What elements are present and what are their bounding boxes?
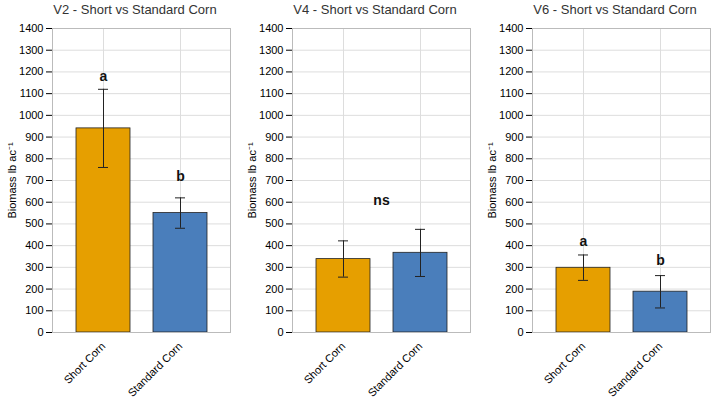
svg-text:1400: 1400 <box>499 22 523 34</box>
svg-text:500: 500 <box>265 217 283 229</box>
svg-text:ns: ns <box>373 192 390 208</box>
svg-text:800: 800 <box>25 152 43 164</box>
svg-text:700: 700 <box>265 174 283 186</box>
svg-text:1300: 1300 <box>499 44 523 56</box>
svg-text:a: a <box>100 68 108 84</box>
svg-text:1000: 1000 <box>259 109 283 121</box>
svg-text:1100: 1100 <box>20 87 44 99</box>
svg-text:400: 400 <box>265 239 283 251</box>
svg-text:Biomass lb ac⁻¹: Biomass lb ac⁻¹ <box>6 142 18 218</box>
svg-text:300: 300 <box>265 261 283 273</box>
svg-text:Short Corn: Short Corn <box>541 340 587 386</box>
html-text:V6 - Short vs Standard Corn: V6 - Short vs Standard Corn <box>533 2 697 17</box>
svg-text:100: 100 <box>25 304 43 316</box>
svg-text:100: 100 <box>505 304 523 316</box>
svg-text:1200: 1200 <box>19 65 43 77</box>
svg-text:400: 400 <box>25 239 43 251</box>
svg-text:Short Corn: Short Corn <box>301 340 347 386</box>
svg-text:100: 100 <box>265 304 283 316</box>
svg-text:200: 200 <box>505 283 523 295</box>
svg-text:900: 900 <box>25 131 43 143</box>
svg-text:Short Corn: Short Corn <box>61 340 107 386</box>
svg-text:1000: 1000 <box>19 109 43 121</box>
html-text:V2 - Short vs Standard Corn: V2 - Short vs Standard Corn <box>53 2 217 17</box>
svg-text:800: 800 <box>265 152 283 164</box>
svg-text:800: 800 <box>505 152 523 164</box>
svg-text:200: 200 <box>265 283 283 295</box>
svg-text:Standard Corn: Standard Corn <box>605 340 664 399</box>
svg-text:a: a <box>580 233 588 249</box>
svg-text:b: b <box>176 168 185 184</box>
svg-text:1200: 1200 <box>499 65 523 77</box>
html-text:V4 - Short vs Standard Corn: V4 - Short vs Standard Corn <box>293 2 457 17</box>
svg-text:Standard Corn: Standard Corn <box>125 340 184 399</box>
svg-text:1400: 1400 <box>259 22 283 34</box>
svg-text:200: 200 <box>25 283 43 295</box>
svg-text:0: 0 <box>277 326 283 338</box>
svg-text:600: 600 <box>505 196 523 208</box>
svg-text:1400: 1400 <box>19 22 43 34</box>
svg-text:900: 900 <box>505 131 523 143</box>
svg-text:400: 400 <box>505 239 523 251</box>
svg-text:b: b <box>656 252 665 268</box>
svg-text:1100: 1100 <box>260 87 284 99</box>
svg-text:700: 700 <box>25 174 43 186</box>
svg-text:Standard Corn: Standard Corn <box>365 340 424 399</box>
svg-text:900: 900 <box>265 131 283 143</box>
svg-text:1300: 1300 <box>19 44 43 56</box>
svg-text:1000: 1000 <box>499 109 523 121</box>
svg-text:600: 600 <box>265 196 283 208</box>
svg-text:Biomass lb ac⁻¹: Biomass lb ac⁻¹ <box>246 142 258 218</box>
svg-text:1200: 1200 <box>259 65 283 77</box>
svg-text:600: 600 <box>25 196 43 208</box>
svg-text:700: 700 <box>505 174 523 186</box>
svg-text:300: 300 <box>505 261 523 273</box>
svg-text:500: 500 <box>25 217 43 229</box>
svg-text:0: 0 <box>517 326 523 338</box>
svg-text:500: 500 <box>505 217 523 229</box>
svg-text:0: 0 <box>37 326 43 338</box>
svg-text:Biomass lb ac⁻¹: Biomass lb ac⁻¹ <box>486 142 498 218</box>
svg-text:1300: 1300 <box>259 44 283 56</box>
svg-text:300: 300 <box>25 261 43 273</box>
svg-text:1100: 1100 <box>500 87 524 99</box>
